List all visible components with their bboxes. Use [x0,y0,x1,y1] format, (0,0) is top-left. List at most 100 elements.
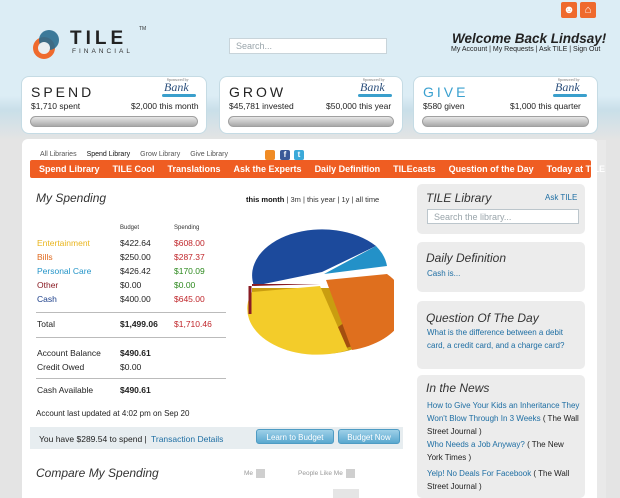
divider [36,337,226,338]
subtab-give-library[interactable]: Give Library [190,151,228,158]
facebook-icon[interactable]: f [280,150,290,160]
compare-people-toggle[interactable]: People Like Me [298,469,355,478]
category-budget: $400.00 [120,294,151,304]
category-spending: $287.37 [174,252,205,262]
pie-slice-personal-care[interactable] [324,246,387,274]
daily-definition-box: Daily Definition Cash is... [417,242,585,292]
nav-spend-library[interactable]: Spend Library [39,164,100,174]
to-spend-text: You have $289.54 to spend | [39,434,147,444]
budget-now-button[interactable]: Budget Now [338,429,400,444]
compare-me-toggle[interactable]: Me [244,469,266,478]
card-goal: $50,000 this year [326,101,392,111]
logo-wordmark: TILE [70,28,128,49]
in-the-news-box: In the News How to Give Your Kids an Inh… [417,375,585,498]
question-link[interactable]: What is the difference between a debit c… [427,328,565,350]
period-this-month[interactable]: this month [246,195,285,204]
category-spending: $170.09 [174,266,205,276]
nav-daily-definition[interactable]: Daily Definition [314,164,381,174]
last-updated-text: Account last updated at 4:02 pm on Sep 2… [36,409,190,418]
category-budget: $250.00 [120,252,151,262]
progress-bar [422,116,589,127]
daily-definition-link[interactable]: Cash is... [427,269,461,278]
ask-tile-link[interactable]: Ask TILE [545,193,578,202]
main-nav: Spend Library TILE Cool Translations Ask… [30,160,605,178]
account-balance-value: $490.61 [120,348,151,358]
sponsor-wave-icon [553,94,587,97]
spending-column-header: Spending [174,225,200,231]
category-budget: $422.64 [120,238,151,248]
sponsor-wave-icon [358,94,392,97]
library-search-input[interactable]: Search the library... [427,209,579,224]
category-budget: $0.00 [120,280,142,290]
total-label: Total [37,319,55,329]
card-title: GIVE [423,84,469,100]
me-checkbox[interactable] [256,469,266,478]
sponsor-logo: Sponsored by Bank [360,77,385,94]
cash-available-value: $490.61 [120,385,151,395]
compare-bar [333,489,359,498]
question-box: Question Of The Day What is the differen… [417,301,585,369]
in-the-news-title: In the News [426,381,490,395]
user-icon[interactable]: ☻ [561,2,577,18]
grow-card[interactable]: GROW Sponsored by Bank $45,781 invested $… [219,76,403,134]
subtab-spend-library[interactable]: Spend Library [86,151,131,158]
transaction-details-link[interactable]: Transaction Details [151,434,224,444]
logo-subtitle: FINANCIAL [72,48,133,55]
spending-pie-chart[interactable] [244,222,394,358]
account-balance-label: Account Balance [37,348,101,358]
news-item[interactable]: Yelp! No Deals For Facebook ( The Wall S… [427,469,570,491]
give-card[interactable]: GIVE Sponsored by Bank $580 given $1,000 … [413,76,598,134]
subtab-grow-library[interactable]: Grow Library [140,151,181,158]
category-spending: $645.00 [174,294,205,304]
card-goal: $1,000 this quarter [510,101,581,111]
rss-icon[interactable] [265,150,275,160]
nav-ask-experts[interactable]: Ask the Experts [233,164,302,174]
pie-slice-bills[interactable] [326,274,394,350]
news-item[interactable]: Who Needs a Job Anyway? ( The New York T… [427,440,564,462]
card-current: $580 given [423,101,465,111]
news-item[interactable]: How to Give Your Kids an Inheritance The… [427,401,580,436]
pie-slice-cash[interactable] [252,229,376,286]
period-other-options[interactable]: | 3m | this year | 1y | all time [284,195,380,204]
nav-question-of-day[interactable]: Question of the Day [448,164,534,174]
category-label: Cash [37,294,57,304]
period-selector[interactable]: this month | 3m | this year | 1y | all t… [246,195,379,204]
spend-card[interactable]: SPEND Sponsored by Bank $1,710 spent $2,0… [21,76,207,134]
category-spending: $0.00 [174,280,196,290]
compare-spending-title: Compare My Spending [36,466,159,480]
subtab-all-libraries[interactable]: All Libraries [40,151,77,158]
people-checkbox[interactable] [345,469,355,478]
nav-tile-cool[interactable]: TILE Cool [112,164,155,174]
twitter-icon[interactable]: t [294,150,304,160]
credit-owed-label: Credit Owed [37,362,85,372]
scrollbar[interactable] [597,140,606,498]
learn-to-budget-button[interactable]: Learn to Budget [256,429,334,444]
library-subtabs: All Libraries Spend Library Grow Library Gi… [40,151,238,158]
category-spending: $608.00 [174,238,205,248]
progress-bar [30,116,198,127]
budget-column-header: Budget [120,225,140,231]
nav-today-at-tile[interactable]: Today at TILE [546,164,605,174]
cash-available-label: Cash Available [37,385,94,395]
category-label: Other [37,280,59,290]
daily-definition-title: Daily Definition [426,251,507,265]
category-label: Entertainment [37,238,90,248]
tile-logo-icon[interactable] [32,26,62,62]
welcome-message: Welcome Back Lindsay! [452,31,607,46]
pie-slice-entertainment[interactable] [247,286,348,355]
category-label: Bills [37,252,53,262]
card-current: $45,781 invested [229,101,294,111]
pie-slice-other[interactable] [252,284,320,286]
sponsor-logo: Sponsored by Bank [555,77,580,94]
tile-library-title: TILE Library [426,191,492,205]
nav-translations[interactable]: Translations [167,164,221,174]
sponsor-wave-icon [162,94,196,97]
card-goal: $2,000 this month [131,101,199,111]
total-budget: $1,499.06 [120,319,158,329]
card-title: GROW [229,84,287,100]
account-links[interactable]: My Account | My Requests | Ask TILE | Si… [451,46,601,53]
nav-tilecasts[interactable]: TILEcasts [393,164,436,174]
home-icon[interactable]: ⌂ [580,2,596,18]
credit-owed-value: $0.00 [120,362,142,372]
search-input[interactable]: Search... [229,38,387,54]
